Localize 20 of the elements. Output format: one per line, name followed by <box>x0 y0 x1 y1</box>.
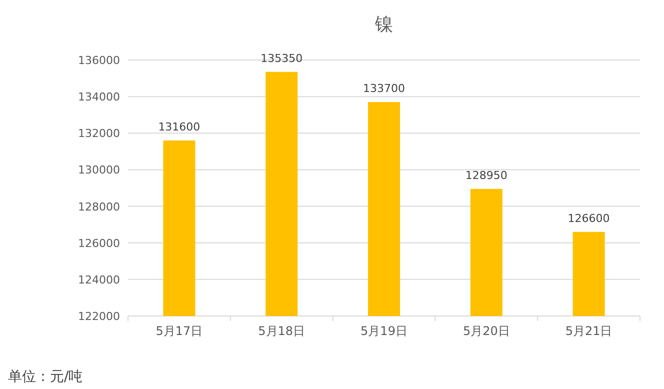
x-tick-label: 5月19日 <box>360 324 408 338</box>
data-label: 128950 <box>465 168 508 182</box>
y-tick-label: 124000 <box>78 273 120 286</box>
data-label: 133700 <box>363 82 405 96</box>
data-label: 135350 <box>260 52 303 65</box>
text: 单位：元/吨 <box>8 369 83 385</box>
y-tick-label: 122000 <box>78 310 120 323</box>
data-label: 126600 <box>568 212 610 225</box>
x-tick-label: 5月17日 <box>156 324 203 338</box>
chart-title: 镍 <box>374 14 393 35</box>
y-tick-label: 128000 <box>78 200 120 214</box>
y-tick-label: 132000 <box>78 127 120 140</box>
y-tick-label: 126000 <box>78 236 120 250</box>
data-label: 131600 <box>158 120 200 134</box>
x-tick-label: 5月20日 <box>462 324 510 338</box>
x-tick-label: 5月18日 <box>258 324 306 338</box>
y-tick-label: 136000 <box>78 54 120 67</box>
y-tick-label: 134000 <box>78 90 120 104</box>
x-tick-label: 5月21日 <box>565 324 612 338</box>
y-tick-label: 130000 <box>78 164 120 177</box>
